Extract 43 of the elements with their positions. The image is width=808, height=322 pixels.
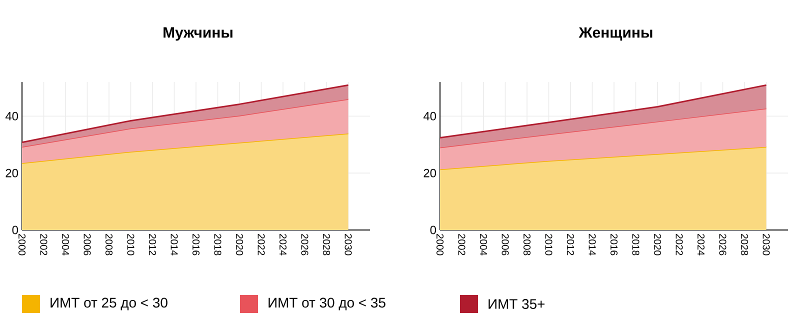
y-tick-label: 0 <box>12 226 18 234</box>
x-tick-label: 2002 <box>40 234 48 256</box>
x-tick-label: 2020 <box>236 234 244 256</box>
x-tick-label: 2026 <box>301 234 308 256</box>
x-tick-label: 2028 <box>740 234 748 256</box>
x-tick-label: 2020 <box>654 234 662 256</box>
y-tick-label: 40 <box>5 112 18 120</box>
legend-label: ИМТ от 25 до < 30 <box>50 298 168 310</box>
x-tick-label: 2024 <box>697 234 705 256</box>
x-tick-label: 2012 <box>148 234 156 256</box>
x-tick-label: 2010 <box>545 234 552 256</box>
legend-label: ИМТ от 30 до < 35 <box>268 298 386 310</box>
y-tick-label: 20 <box>424 168 436 178</box>
chart-title: Женщины <box>578 27 652 41</box>
x-tick-label: 2008 <box>523 234 531 256</box>
chart-title: Мужчины <box>164 27 232 41</box>
x-tick-label: 2006 <box>502 234 509 256</box>
x-tick-label: 2012 <box>566 234 574 256</box>
legend-label: ИМТ 35+ <box>488 299 545 309</box>
y-tick-label: 20 <box>6 168 18 178</box>
x-tick-label: 2000 <box>18 234 26 256</box>
x-tick-label: 2028 <box>322 234 330 256</box>
x-tick-label: 2008 <box>105 234 113 256</box>
y-tick-label: 0 <box>430 226 436 234</box>
x-tick-label: 2030 <box>344 234 352 256</box>
x-tick-label: 2026 <box>719 234 726 256</box>
x-tick-label: 2014 <box>170 234 178 256</box>
x-tick-label: 2018 <box>214 234 222 256</box>
x-tick-label: 2022 <box>258 234 265 256</box>
x-tick-label: 2004 <box>62 234 70 256</box>
x-tick-label: 2010 <box>127 234 134 256</box>
x-tick-label: 2002 <box>458 234 466 256</box>
x-tick-label: 2024 <box>279 234 287 256</box>
x-tick-label: 2030 <box>762 234 770 256</box>
x-tick-label: 2000 <box>436 234 444 256</box>
y-tick-label: 40 <box>423 112 436 120</box>
x-tick-label: 2014 <box>588 234 596 256</box>
x-tick-label: 2006 <box>84 234 91 256</box>
x-tick-label: 2004 <box>480 234 488 256</box>
x-tick-label: 2018 <box>632 234 640 256</box>
x-tick-label: 2022 <box>676 234 683 256</box>
x-tick-label: 2016 <box>610 234 618 256</box>
x-tick-label: 2016 <box>192 234 200 256</box>
